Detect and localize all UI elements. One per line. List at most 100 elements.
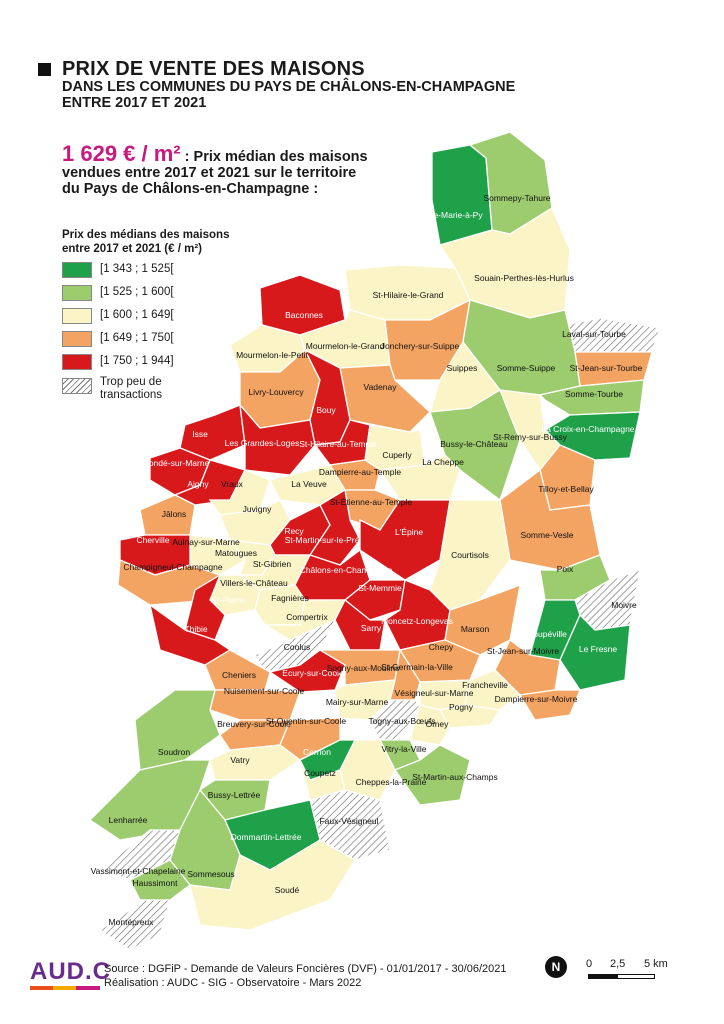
commune-label: St-Germain-la-Ville xyxy=(381,662,453,672)
scale-bar-segment xyxy=(617,974,655,979)
commune-label: Laval-sur-Tourbe xyxy=(562,329,626,339)
legend-label-hatched: Trop peu de transactions xyxy=(100,376,162,402)
commune-area xyxy=(204,649,271,691)
scale-bar-segment xyxy=(588,974,618,979)
legend-hatched-text-1: Trop peu de xyxy=(100,376,162,388)
commune-label: Soudé xyxy=(275,885,300,895)
commune-label: Souain-Perthes-lès-Hurlus xyxy=(474,273,574,283)
legend-swatch xyxy=(62,285,92,301)
commune-label: Sogny-aux-Moulins xyxy=(327,663,400,673)
commune-label: Soudron xyxy=(158,747,190,757)
commune-label: Isse xyxy=(192,429,208,439)
commune-label: La Cheppe xyxy=(422,457,464,467)
commune-label: Somme-Vesle xyxy=(521,530,574,540)
commune-label: Le Fresne xyxy=(579,644,618,654)
map-subtitle-line-1: DANS LES COMMUNES DU PAYS DE CHÂLONS-EN-… xyxy=(62,79,516,95)
commune-area xyxy=(134,689,221,771)
commune-label: Francheville xyxy=(462,680,508,690)
commune-label: Coupéville xyxy=(527,629,567,639)
commune-label: Haussimont xyxy=(133,878,179,888)
commune-area xyxy=(239,402,316,476)
commune-label: Mourmelon-le-Grand xyxy=(306,341,385,351)
commune-area xyxy=(189,839,356,931)
commune-label: St-Remy-sur-Bussy xyxy=(493,432,567,442)
commune-label: St-Gibrien xyxy=(253,559,292,569)
commune-label: Somme-Suippe xyxy=(497,363,556,373)
commune-area xyxy=(88,759,211,841)
commune-label: Marson xyxy=(461,624,490,634)
commune-label: Thibie xyxy=(184,624,207,634)
commune-label: Aulnay-sur-Marne xyxy=(172,537,240,547)
commune-label: Dampierre-sur-Moivre xyxy=(495,694,578,704)
legend: Prix des médians des maisons entre 2017 … xyxy=(62,228,262,401)
commune-label: Dommartin-Lettrée xyxy=(231,832,302,842)
commune-label: Pogny xyxy=(449,702,474,712)
commune-label: Breuvery-sur-Coole xyxy=(217,719,291,729)
legend-label: [1 750 ; 1 944] xyxy=(100,355,174,367)
scale-label: 0 xyxy=(586,958,593,970)
median-price-value: 1 629 € / m² xyxy=(62,141,181,166)
source-line-1: Source : DGFiP - Demande de Valeurs Fonc… xyxy=(104,963,507,975)
commune-label: Cheniers xyxy=(222,670,256,680)
commune-label: St-Memmie xyxy=(358,583,402,593)
commune-area xyxy=(518,689,581,721)
legend-title-line-1: Prix des médians des maisons xyxy=(62,229,230,241)
commune-area xyxy=(129,859,191,901)
commune-label: Togny-aux-Bœufs xyxy=(368,716,435,726)
commune-label: Mourmelon-le-Petit xyxy=(236,350,308,360)
headline-text-2: vendues entre 2017 et 2021 sur le territ… xyxy=(62,165,357,181)
title-bullet xyxy=(38,63,51,76)
commune-label: Dampierre-au-Temple xyxy=(319,467,401,477)
commune-area xyxy=(499,468,601,571)
commune-label: Ste-Marie-à-Py xyxy=(425,210,483,220)
commune-label: Villers-le-Château xyxy=(220,578,288,588)
commune-label: Vatry xyxy=(230,755,250,765)
legend-swatch xyxy=(62,331,92,347)
commune-label: Juvigny xyxy=(243,504,273,514)
commune-area xyxy=(393,744,471,806)
headline: 1 629 € / m² : Prix médian des maisons v… xyxy=(62,143,422,198)
legend-swatch xyxy=(62,308,92,324)
commune-label: Bouy xyxy=(316,405,336,415)
commune-label: Omey xyxy=(426,719,449,729)
commune-label: St-Jean-sur-Tourbe xyxy=(570,363,643,373)
legend-label: [1 525 ; 1 600[ xyxy=(100,286,174,298)
commune-label: Les Grandes-Loges xyxy=(225,438,300,448)
commune-label: Aigny xyxy=(187,479,209,489)
commune-label: Champigneul-Champagne xyxy=(123,562,223,572)
commune-area xyxy=(209,744,302,781)
commune-label: La Veuve xyxy=(291,479,327,489)
legend-swatch xyxy=(62,262,92,278)
commune-label: St-Étienne-au-Temple xyxy=(330,497,412,507)
commune-label: Coupetz xyxy=(304,768,336,778)
source-line-2: Réalisation : AUDC - SIG - Observatoire … xyxy=(104,977,362,989)
commune-area xyxy=(98,899,171,951)
audc-logo-bar xyxy=(30,986,100,990)
headline-text-3: du Pays de Châlons-en-Champagne : xyxy=(62,181,319,197)
headline-text-1: : Prix médian des maisons xyxy=(180,149,368,165)
commune-label: Moncetz-Longevas xyxy=(381,616,453,626)
commune-label: St-Pierre xyxy=(211,595,245,605)
commune-area xyxy=(409,704,451,746)
legend-swatch-hatched xyxy=(62,378,92,394)
legend-label: [1 343 ; 1 525[ xyxy=(100,263,174,275)
commune-label: Sarry xyxy=(361,623,382,633)
commune-label: Cherville xyxy=(136,535,169,545)
commune-label: Cuperly xyxy=(382,450,412,460)
commune-label: Matougues xyxy=(215,548,257,558)
commune-label: Jâlons xyxy=(162,509,187,519)
commune-label: Bussy-le-Château xyxy=(440,439,508,449)
commune-label: St-Martin-aux-Champs xyxy=(412,772,498,782)
commune-area xyxy=(308,488,361,566)
commune-label: Poix xyxy=(557,564,574,574)
commune-label: Montépreux xyxy=(109,917,155,927)
commune-label: Somme-Tourbe xyxy=(565,389,623,399)
commune-label: Baconnes xyxy=(285,310,323,320)
commune-label: Tilloy-et-Bellay xyxy=(538,484,594,494)
commune-label: Suippes xyxy=(447,363,478,373)
commune-label: St-Quentin-sur-Coole xyxy=(266,716,347,726)
commune-label: Sommesous xyxy=(187,869,234,879)
source-text: Source : DGFiP - Demande de Valeurs Fonc… xyxy=(104,962,507,990)
commune-label: Mairy-sur-Marne xyxy=(326,697,389,707)
